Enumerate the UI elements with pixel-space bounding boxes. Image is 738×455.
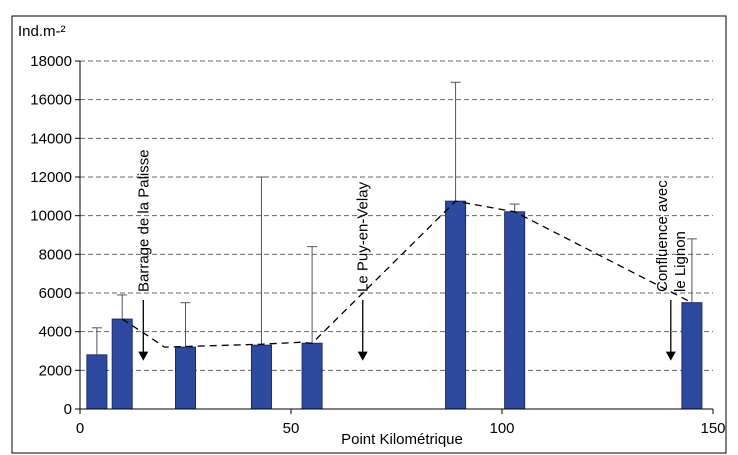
x-tick-label: 150 (700, 420, 725, 437)
y-tick-label: 12000 (30, 169, 72, 186)
annotation-arrow-head (665, 351, 676, 361)
annotation-arrow-head (138, 351, 149, 361)
annotation-label: Confluence avec (654, 180, 671, 292)
trend-line (121, 200, 693, 348)
y-tick-label: 6000 (39, 285, 72, 302)
y-tick-label: 8000 (39, 246, 72, 263)
bar (504, 211, 526, 410)
y-tick-label: 18000 (30, 53, 72, 70)
y-tick-label: 4000 (39, 324, 72, 341)
error-bars (91, 81, 697, 355)
y-tick-label: 16000 (30, 92, 72, 109)
y-tick-label: 2000 (39, 362, 72, 379)
bars (86, 200, 703, 410)
axes (75, 60, 714, 414)
bar (250, 344, 272, 410)
x-tick-label: 100 (489, 420, 514, 437)
bar (445, 200, 467, 410)
x-axis-label: Point Kilométrique (341, 431, 463, 448)
grid-lines (80, 60, 713, 371)
y-tick-labels: 0 2000 4000 6000 8000 10000 12000 14000 16000 180… (30, 53, 72, 418)
bar (175, 346, 196, 410)
bar (86, 354, 108, 410)
y-tick-label: 10000 (30, 208, 72, 225)
y-tick-label: 14000 (30, 130, 72, 147)
x-tick-label: 0 (76, 420, 84, 437)
annotation-label: Barrage de la Palisse (135, 149, 152, 292)
annotation-label: le Lignon (672, 231, 689, 292)
bar (301, 342, 323, 410)
bar (681, 302, 703, 410)
y-tick-label: 0 (64, 401, 72, 418)
y-axis-label: Ind.m-² (18, 23, 66, 40)
annotation-arrow-head (357, 351, 368, 361)
trend-series-line (121, 200, 693, 348)
bar (111, 318, 133, 410)
annotations: Barrage de la Palisse Le Puy-en-Velay Conf… (135, 149, 689, 361)
x-tick-label: 50 (283, 420, 300, 437)
chart-frame (11, 15, 727, 454)
annotation-label: Le Puy-en-Velay (355, 181, 372, 292)
x-tick-labels: 0 50 100 150 (76, 420, 726, 437)
